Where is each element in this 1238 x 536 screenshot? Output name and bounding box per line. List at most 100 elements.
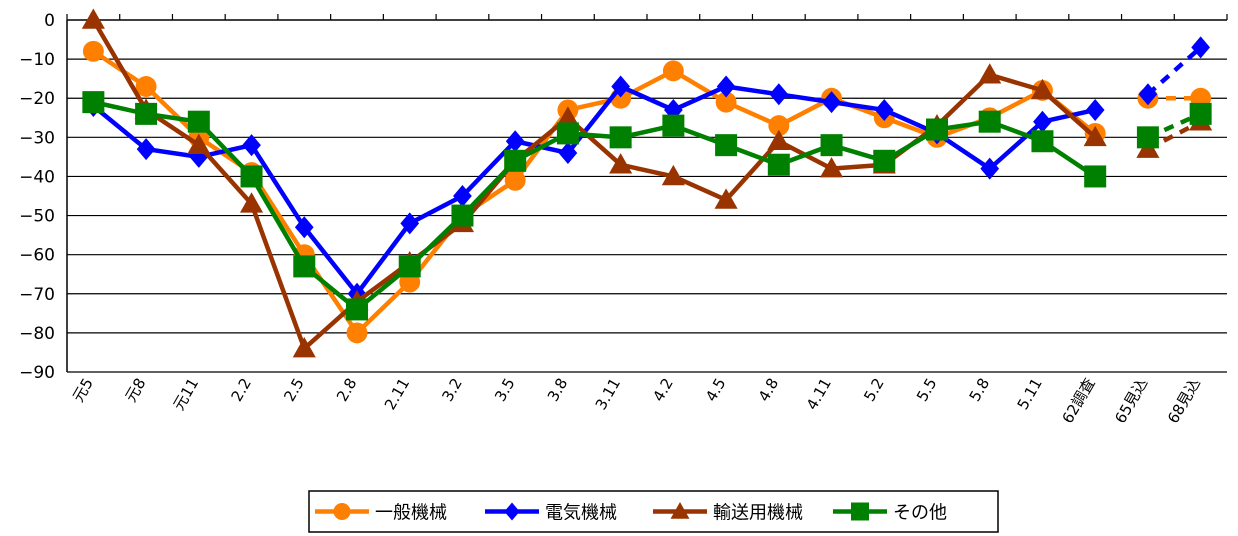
x-tick-label: 元11 xyxy=(170,375,203,414)
data-point xyxy=(1083,125,1107,147)
data-point xyxy=(400,212,420,235)
data-point xyxy=(82,40,104,62)
legend-label: 電気機械 xyxy=(545,503,617,524)
data-point xyxy=(767,153,790,176)
legend-label: 一般機械 xyxy=(375,503,447,524)
x-tick-label: 5.5 xyxy=(913,375,941,405)
data-point xyxy=(135,76,157,97)
x-axis-ticks: 元5 元8 元11 2.2 2.5 2.8 2.11 3.2 3.5 3.8 3.11 4.2 4.5 4… xyxy=(69,375,1204,427)
y-tick-label: −60 xyxy=(19,246,55,266)
data-point xyxy=(611,75,630,98)
data-point xyxy=(136,138,156,161)
data-point xyxy=(715,134,738,157)
x-tick-label: 5.8 xyxy=(966,375,994,405)
data-point xyxy=(662,60,684,82)
data-point xyxy=(453,185,472,207)
data-point xyxy=(820,134,843,157)
data-point xyxy=(978,110,1001,133)
data-point xyxy=(451,204,474,227)
x-tick-label: 3.2 xyxy=(438,375,466,405)
data-point xyxy=(504,169,526,191)
data-point xyxy=(714,188,738,209)
data-point xyxy=(822,91,841,114)
data-point xyxy=(346,298,368,321)
data-point xyxy=(1033,110,1052,133)
data-point xyxy=(187,133,211,154)
x-tick-label: 4.11 xyxy=(803,375,835,413)
x-tick-label: 3.8 xyxy=(544,375,572,405)
x-tick-label: 2.8 xyxy=(333,375,361,405)
data-point xyxy=(346,322,368,344)
legend-item: その他 xyxy=(833,502,947,524)
x-tick-label: 4.2 xyxy=(649,375,677,405)
data-point xyxy=(661,164,685,186)
x-tick-label: 62調査 xyxy=(1059,375,1099,427)
x-tick-label: 5.2 xyxy=(860,375,888,405)
data-point xyxy=(609,126,632,149)
legend-item: 輸送用機械 xyxy=(653,502,803,524)
data-point xyxy=(240,165,263,188)
axes xyxy=(66,14,1228,372)
y-tick-label: −30 xyxy=(19,128,55,148)
data-point xyxy=(1030,78,1055,100)
data-point xyxy=(767,129,791,151)
legend-label: 輸送用機械 xyxy=(713,503,803,524)
legend-label: その他 xyxy=(893,503,947,524)
data-point xyxy=(978,63,1002,84)
data-point xyxy=(1138,83,1158,106)
x-tick-label: 元8 xyxy=(122,375,150,405)
y-tick-label: −50 xyxy=(19,207,55,227)
y-tick-label: −70 xyxy=(19,285,55,305)
series-forecast-line xyxy=(1146,45,1203,96)
data-point xyxy=(293,255,316,278)
legend-swatch-marker xyxy=(504,502,520,521)
data-point xyxy=(715,91,737,113)
data-point xyxy=(819,157,844,178)
data-point xyxy=(1136,126,1159,149)
legend-item: 一般機械 xyxy=(315,503,447,524)
x-tick-label: 元5 xyxy=(69,375,97,405)
data-point xyxy=(716,75,736,98)
y-tick-label: −10 xyxy=(19,50,55,70)
x-tick-label: 4.8 xyxy=(755,375,783,405)
x-tick-label: 2.11 xyxy=(381,375,413,413)
data-point xyxy=(873,149,896,172)
data-point xyxy=(242,134,261,157)
x-tick-label: 68見込 xyxy=(1164,375,1204,427)
data-point xyxy=(1189,102,1212,125)
y-tick-label: −90 xyxy=(19,363,55,383)
legend-swatch-marker xyxy=(851,502,869,521)
data-point xyxy=(874,98,894,121)
data-point xyxy=(187,110,210,133)
data-point xyxy=(609,153,633,174)
data-point xyxy=(926,118,948,141)
data-point xyxy=(294,216,314,239)
data-point xyxy=(398,255,421,278)
y-tick-label: −80 xyxy=(19,324,55,344)
data-point xyxy=(135,102,158,125)
legend: 一般機械 電気機械 輸送用機械 その他 xyxy=(308,490,999,533)
data-point xyxy=(239,192,264,213)
series-4 xyxy=(82,91,1212,321)
data-point xyxy=(980,157,1000,180)
x-tick-label: 3.5 xyxy=(491,375,519,405)
data-point xyxy=(558,141,578,164)
data-point xyxy=(1191,36,1210,59)
y-axis-ticks: 0 −10 −20 −30 −40 −50 −60 −70 −80 −90 xyxy=(19,11,55,383)
x-tick-label: 65見込 xyxy=(1111,375,1151,427)
data-point xyxy=(82,91,105,114)
y-tick-label: −20 xyxy=(19,89,55,109)
x-tick-label: 4.5 xyxy=(702,375,730,405)
data-point xyxy=(1031,130,1054,153)
x-tick-label: 3.11 xyxy=(592,375,624,413)
x-tick-label: 2.2 xyxy=(227,375,255,405)
data-point xyxy=(505,130,525,153)
data-point xyxy=(1084,165,1107,188)
data-point xyxy=(768,115,790,137)
data-point xyxy=(1085,98,1105,121)
y-tick-label: −40 xyxy=(19,167,55,187)
grid-lines xyxy=(67,58,1227,373)
data-point xyxy=(769,83,789,106)
x-tick-label: 5.11 xyxy=(1014,375,1046,413)
